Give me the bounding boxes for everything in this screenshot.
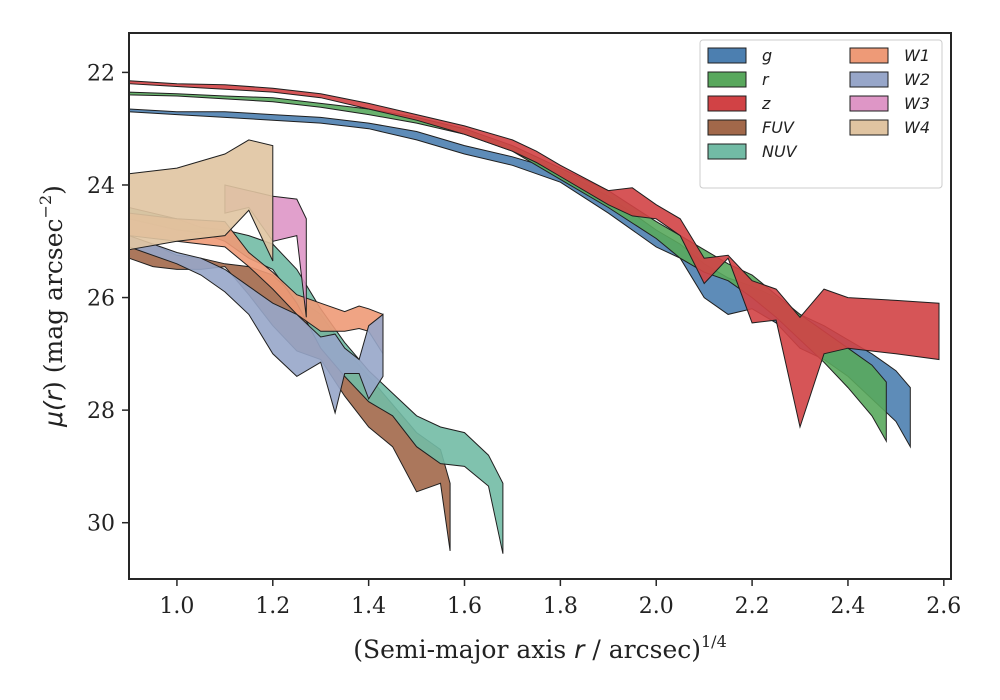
y-ticks: 22 24 26 28 30 (87, 61, 129, 537)
y-axis-label: μ(r) (mag arcsec−2) (36, 185, 68, 428)
legend-swatch-g (707, 47, 747, 64)
y-tick-label: 22 (87, 61, 115, 86)
plot-frame (128, 32, 952, 580)
x-axis-label-unit: / arcsec) (584, 635, 701, 664)
x-axis-label-var: r (574, 635, 586, 664)
legend-swatch-r (707, 71, 747, 88)
y-axis-label-close: ) (39, 185, 68, 195)
x-tick-label: 2.4 (830, 594, 865, 619)
legend-label-z: z (761, 94, 771, 113)
series-band-z (128, 80, 940, 429)
x-tick-label: 1.6 (447, 594, 482, 619)
x-tick-label: 2.6 (926, 594, 961, 619)
x-tick-label: 1.4 (351, 594, 386, 619)
legend-label-r: r (762, 70, 770, 89)
series-band-w4 (128, 139, 274, 262)
legend-label-w4: W4 (904, 118, 930, 137)
x-axis-label: (Semi-major axis r / arcsec)1/4 (353, 632, 727, 664)
legend-swatch-w2 (849, 71, 889, 88)
legend-swatch-nuv (707, 143, 747, 160)
legend-label-w3: W3 (904, 94, 930, 113)
legend-label-w1: W1 (904, 46, 930, 65)
y-tick-label: 30 (87, 512, 115, 537)
y-tick-label: 28 (87, 399, 115, 424)
y-axis-label-var: r (39, 389, 68, 401)
x-tick-label: 2.2 (735, 594, 770, 619)
legend-swatch-z (707, 95, 747, 112)
series-band-g (128, 108, 911, 449)
legend-label-nuv: NUV (762, 142, 798, 161)
series-band-w2 (128, 234, 384, 415)
legend-swatch-w1 (849, 47, 889, 64)
y-tick-label: 24 (87, 174, 115, 199)
x-ticks: 1.0 1.2 1.4 1.6 1.8 2.0 2.2 2.4 2.6 (159, 579, 961, 619)
x-tick-label: 1.0 (159, 594, 194, 619)
legend-swatch-w4 (849, 119, 889, 136)
legend-label-g: g (762, 46, 772, 65)
series-layer (128, 80, 940, 554)
x-tick-label: 1.8 (543, 594, 578, 619)
legend-label-w2: W2 (904, 70, 930, 89)
y-axis-label-exponent: −2 (36, 195, 55, 219)
legend-swatch-fuv (707, 119, 747, 136)
y-axis-label-main: μ( (39, 400, 68, 428)
y-tick-label: 26 (87, 287, 115, 312)
x-tick-label: 1.2 (255, 594, 290, 619)
legend: grz FUV NUV W1 W2 W3 W4 (699, 39, 943, 189)
x-axis-label-main: (Semi-major axis (353, 635, 574, 664)
y-axis-label-unit: ) (mag arcsec (39, 218, 68, 391)
legend-label-fuv: FUV (762, 118, 795, 137)
legend-swatch-w3 (849, 95, 889, 112)
x-axis-label-exponent: 1/4 (701, 632, 727, 651)
x-tick-label: 2.0 (639, 594, 674, 619)
